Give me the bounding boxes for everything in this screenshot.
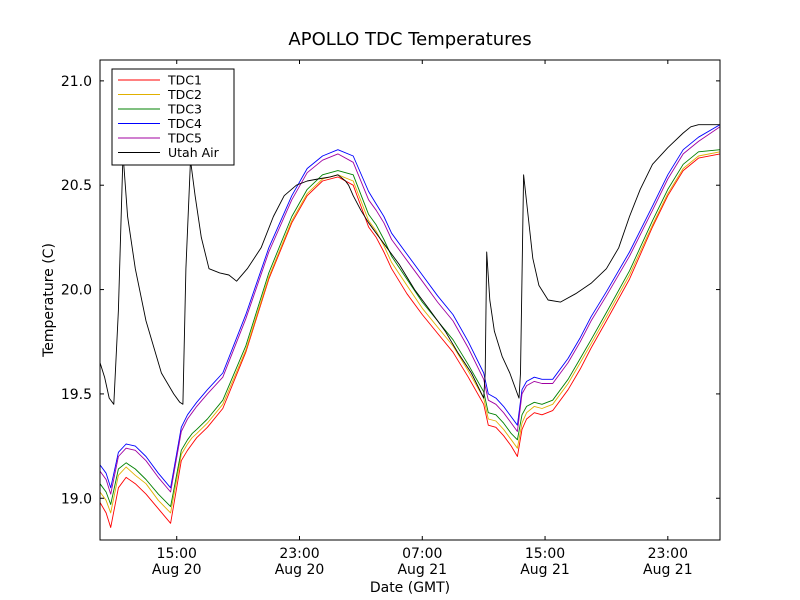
- legend-label-tdc2: TDC2: [167, 87, 202, 102]
- legend-box: [111, 68, 235, 166]
- y-axis-label: Temperature (C): [41, 243, 57, 358]
- x-tick-label-date: Aug 21: [520, 562, 570, 578]
- legend-label-tdc5: TDC5: [167, 131, 202, 146]
- y-tick-label: 21.0: [61, 74, 92, 90]
- x-tick-label-time: 15:00: [525, 546, 565, 562]
- x-tick-label-time: 07:00: [402, 546, 442, 562]
- legend-label-tdc4: TDC4: [167, 116, 202, 131]
- series-line-utah-air: [99, 124, 720, 405]
- chart-title: APOLLO TDC Temperatures: [288, 29, 531, 50]
- series-line-tdc5: [99, 126, 721, 495]
- y-tick-label: 19.0: [61, 491, 92, 507]
- x-tick-label-time: 15:00: [157, 546, 197, 562]
- legend-label-utah-air: Utah Air: [168, 145, 220, 160]
- x-tick-label-date: Aug 20: [275, 562, 325, 578]
- x-tick-label-date: Aug 21: [397, 562, 447, 578]
- y-tick-label: 20.5: [61, 178, 92, 194]
- series-group: [99, 124, 721, 528]
- x-tick-label-time: 23:00: [648, 546, 688, 562]
- series-line-tdc2: [99, 151, 721, 514]
- x-tick-label-date: Aug 21: [643, 562, 693, 578]
- legend-label-tdc3: TDC3: [167, 102, 202, 117]
- series-line-tdc1: [99, 153, 721, 528]
- series-line-tdc4: [99, 124, 721, 489]
- x-axis-label: Date (GMT): [370, 580, 450, 596]
- plot-frame: [99, 59, 721, 541]
- x-tick-label-time: 23:00: [279, 546, 319, 562]
- y-tick-label: 20.0: [61, 283, 92, 299]
- y-axis: 19.0 19.5 20.0 20.5 21.0: [61, 74, 720, 507]
- series-line-tdc3: [99, 149, 721, 508]
- x-tick-label-date: Aug 20: [152, 562, 202, 578]
- legend-label-tdc1: TDC1: [167, 73, 202, 88]
- y-tick-label: 19.5: [61, 387, 92, 403]
